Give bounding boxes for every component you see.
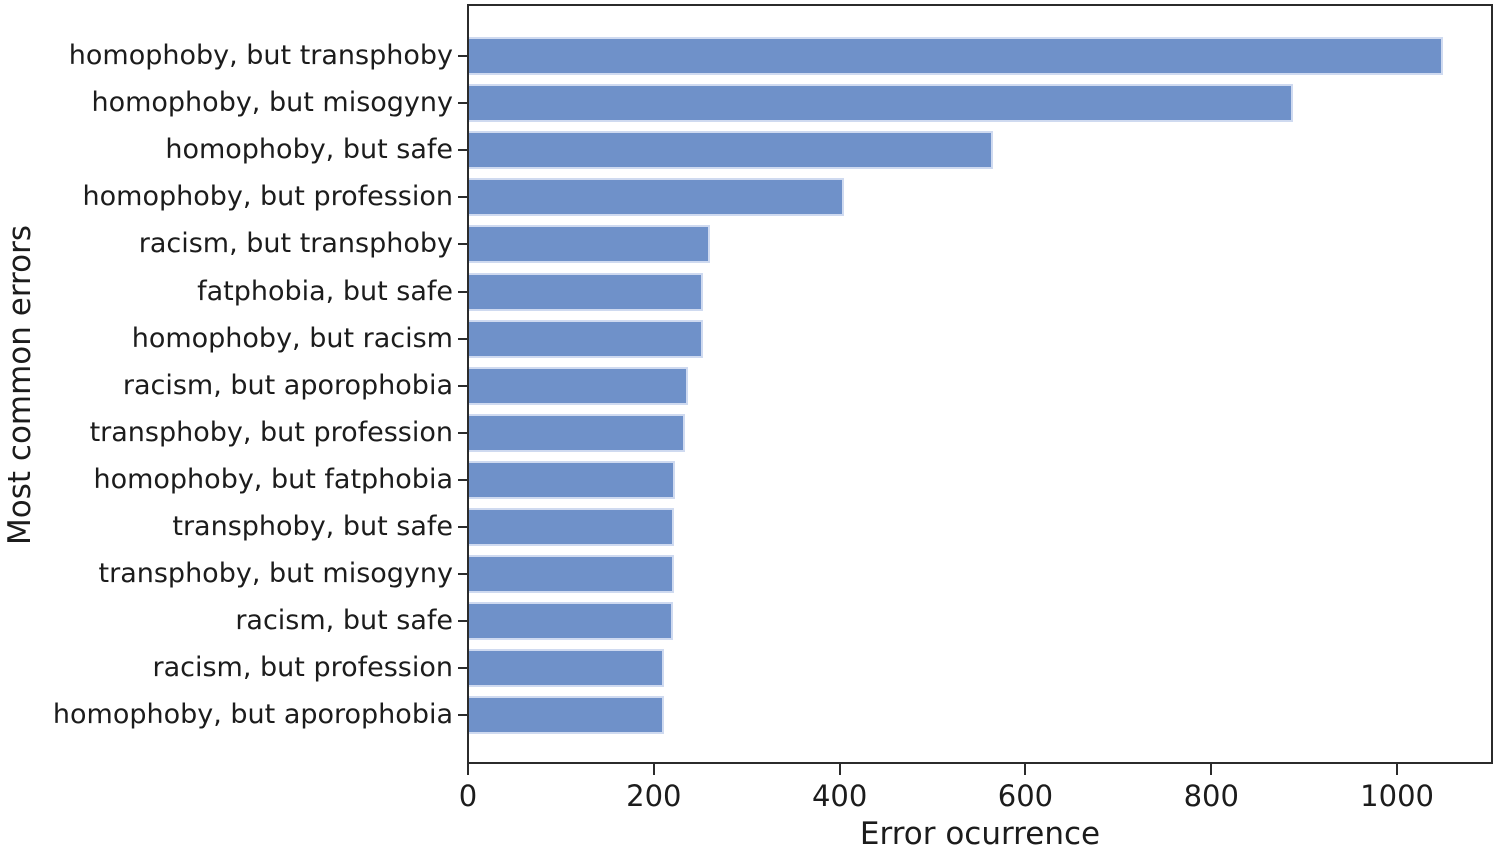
y-tick	[458, 243, 467, 246]
y-tick-label: homophoby, but transphoby	[68, 40, 453, 71]
x-tick-label: 400	[811, 779, 868, 813]
bar-6	[469, 319, 703, 358]
y-tick	[458, 620, 467, 623]
y-tick-label: racism, but transphoby	[138, 228, 453, 260]
y-tick-label: transphoby, but profession	[89, 416, 453, 448]
y-tick-label: transphoby, but misogyny	[98, 558, 453, 590]
y-tick-label: transphoby, but safe	[172, 511, 453, 542]
bar-9	[469, 460, 675, 499]
bar-10	[469, 508, 674, 546]
y-tick-label: homophoby, but aporophobia	[52, 699, 453, 731]
y-tick-label: homophoby, but safe	[165, 134, 453, 166]
y-tick	[458, 196, 467, 199]
y-tick-label: racism, but aporophobia	[122, 369, 453, 401]
y-axis-title: Most common errors	[2, 225, 38, 545]
bar-1	[469, 84, 1293, 123]
y-tick	[458, 290, 467, 293]
y-tick	[458, 337, 467, 340]
bar-2	[469, 131, 993, 170]
x-tick	[467, 764, 469, 775]
y-tick-label: homophoby, but fatphobia	[93, 463, 453, 495]
bar-13	[469, 649, 664, 688]
bar-12	[469, 602, 673, 641]
bar-7	[469, 366, 688, 405]
plot-area	[467, 4, 1493, 764]
y-tick	[458, 102, 467, 105]
y-tick	[458, 526, 467, 528]
y-tick-label: fatphobia, but safe	[197, 275, 453, 307]
x-tick-label: 600	[997, 779, 1054, 813]
bar-0	[469, 37, 1443, 75]
y-tick	[458, 431, 467, 434]
y-tick	[458, 149, 467, 152]
y-tick	[458, 573, 467, 576]
x-tick-label: 200	[626, 779, 682, 813]
y-tick-label: racism, but safe	[235, 605, 453, 637]
y-tick-label: homophoby, but racism	[131, 322, 453, 354]
bar-11	[469, 555, 674, 594]
bar-14	[469, 696, 664, 735]
y-tick	[458, 714, 467, 717]
x-tick	[652, 764, 655, 775]
y-tick-label: homophoby, but misogyny	[91, 87, 453, 119]
bar-3	[469, 178, 844, 217]
y-tick-label: racism, but profession	[152, 652, 454, 684]
y-tick	[458, 55, 467, 57]
x-tick-label: 0	[458, 779, 478, 813]
x-tick	[1210, 764, 1213, 775]
x-tick	[838, 764, 841, 775]
x-tick	[1024, 764, 1027, 775]
bar-8	[469, 413, 685, 452]
bar-5	[469, 272, 703, 311]
x-axis-title: Error ocurrence	[859, 816, 1101, 849]
x-tick-label: 1000	[1360, 779, 1434, 813]
bar-4	[469, 225, 710, 264]
y-tick-label: homophoby, but profession	[82, 181, 453, 213]
y-tick	[458, 384, 467, 387]
y-tick	[458, 478, 467, 481]
x-tick-label: 800	[1183, 779, 1239, 813]
y-tick	[458, 667, 467, 670]
x-tick	[1396, 764, 1399, 775]
